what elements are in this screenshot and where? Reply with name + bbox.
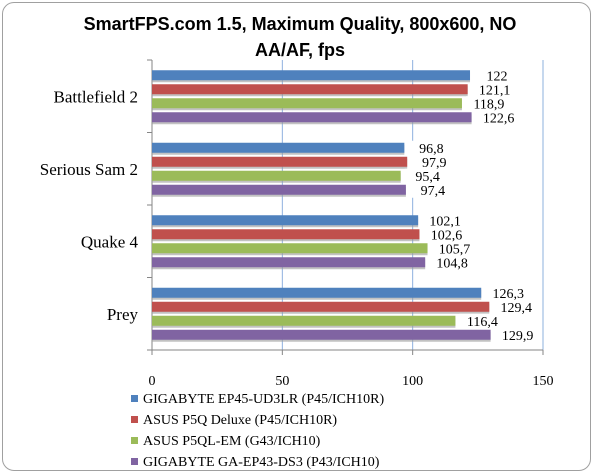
category-label: Serious Sam 2 xyxy=(40,160,138,179)
data-label-bg xyxy=(475,110,522,126)
data-label-bg xyxy=(408,140,455,156)
bar xyxy=(152,329,491,340)
legend-label: ASUS P5Q Deluxe (P45/ICH10R) xyxy=(143,413,337,428)
x-tick-label: 50 xyxy=(275,374,289,389)
category-label: Battlefield 2 xyxy=(53,87,138,106)
data-label: 105,7 xyxy=(439,242,471,257)
data-label: 97,9 xyxy=(422,156,447,171)
bar xyxy=(152,315,456,326)
data-label: 96,8 xyxy=(419,142,444,157)
data-label-bg xyxy=(409,182,456,198)
data-label: 102,6 xyxy=(431,228,463,243)
data-label-bg xyxy=(485,285,532,301)
data-label: 129,9 xyxy=(502,329,534,344)
data-label: 122,6 xyxy=(483,111,515,126)
bar xyxy=(152,112,472,123)
data-label: 126,3 xyxy=(492,287,524,302)
bar xyxy=(152,170,401,181)
data-label-bg xyxy=(474,68,521,84)
bar xyxy=(152,215,419,226)
data-label: 118,9 xyxy=(473,97,504,112)
chart-title: SmartFPS.com 1.5, Maximum Quality, 800x6… xyxy=(83,14,517,60)
data-label-bg xyxy=(471,82,518,98)
legend-label: ASUS P5QL-EM (G43/ICH10) xyxy=(143,434,321,449)
data-label: 116,4 xyxy=(467,315,498,330)
category-label: Quake 4 xyxy=(81,232,139,251)
data-label-bg xyxy=(422,213,469,229)
bar xyxy=(152,229,420,240)
bar xyxy=(152,257,426,268)
bar xyxy=(152,142,405,153)
bar xyxy=(152,243,428,254)
legend-swatch xyxy=(131,437,138,444)
data-label-bg xyxy=(494,327,541,343)
legend-label: GIGABYTE EP45-UD3LR (P45/ICH10R) xyxy=(143,392,384,407)
category-label: Prey xyxy=(107,305,139,324)
data-label-bg xyxy=(429,255,476,271)
data-label: 102,1 xyxy=(429,214,461,229)
data-label-bg xyxy=(411,154,458,170)
bar xyxy=(152,184,406,195)
bar xyxy=(152,287,482,298)
legend-swatch xyxy=(131,395,138,402)
data-label-bg xyxy=(423,227,470,243)
data-label-bg xyxy=(459,313,506,329)
legend-label: GIGABYTE GA-EP43-DS3 (P43/ICH10) xyxy=(143,455,380,470)
legend-swatch xyxy=(131,458,138,465)
data-label: 129,4 xyxy=(501,301,533,316)
data-label: 122 xyxy=(487,69,508,84)
data-label-bg xyxy=(431,241,478,257)
x-tick-label: 0 xyxy=(149,374,156,389)
data-label: 104,8 xyxy=(436,256,468,271)
x-tick-label: 150 xyxy=(533,374,554,389)
data-label: 97,4 xyxy=(421,184,446,199)
legend-swatch xyxy=(131,416,138,423)
bar xyxy=(152,70,471,81)
bar xyxy=(152,98,462,109)
data-label-bg xyxy=(493,299,540,315)
data-label: 121,1 xyxy=(479,83,511,98)
bar xyxy=(152,84,468,95)
data-label: 95,4 xyxy=(415,170,440,185)
data-label-bg xyxy=(404,168,451,184)
data-label-bg xyxy=(465,96,512,112)
bar xyxy=(152,156,408,167)
bar xyxy=(152,301,490,312)
x-tick-label: 100 xyxy=(402,374,423,389)
